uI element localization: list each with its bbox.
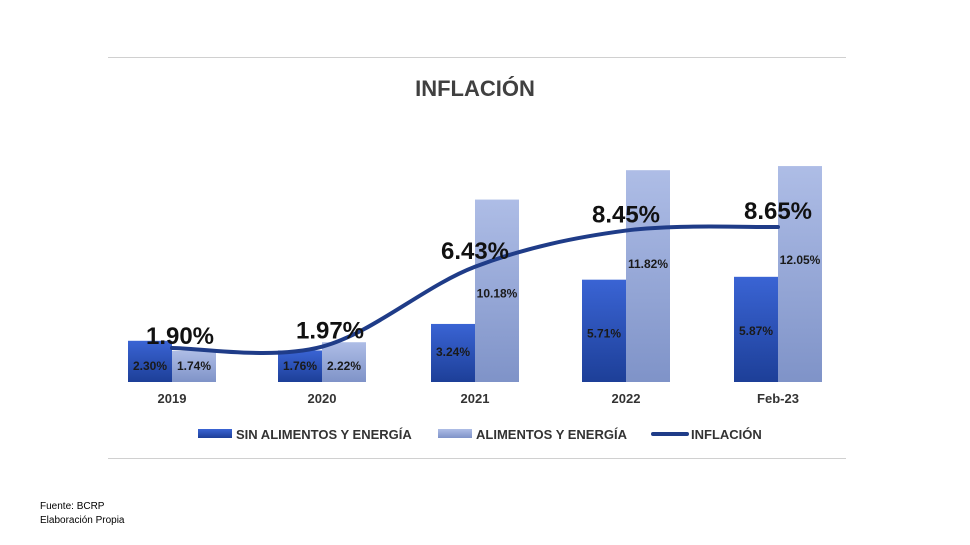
bar-label: 5.71% — [587, 327, 621, 341]
bar-sin-alimentos-Feb-23 — [734, 276, 778, 382]
x-tick-label: 2022 — [612, 391, 641, 406]
bar-label: 1.76% — [283, 359, 317, 373]
bar-label: 11.82% — [628, 257, 668, 271]
bar-sin-alimentos-2020 — [278, 350, 322, 382]
inflacion-label: 1.97% — [296, 318, 364, 345]
x-tick-label: Feb-23 — [757, 391, 799, 406]
inflacion-label: 6.43% — [441, 238, 509, 265]
inflacion-label: 1.90% — [146, 323, 214, 350]
bar-label: 2.22% — [327, 359, 361, 373]
x-tick-label: 2020 — [308, 391, 337, 406]
chart-title: INFLACIÓN — [415, 76, 535, 101]
inflacion-line — [170, 224, 780, 355]
chart-panel: INFLACIÓN 2.30% 1.74% 1.76% 2.22% 3.24% 10.18… — [108, 57, 846, 459]
bar-alimentos-Feb-23 — [778, 166, 822, 382]
bar-sin-alimentos-2021 — [431, 323, 475, 382]
x-tick-label: 2019 — [158, 391, 187, 406]
bar-alimentos-2020 — [322, 342, 366, 382]
legend-label: ALIMENTOS Y ENERGÍA — [476, 427, 628, 442]
legend-label: SIN ALIMENTOS Y ENERGÍA — [236, 427, 412, 442]
bar-label: 3.24% — [436, 345, 470, 359]
bar-label: 2.30% — [133, 359, 167, 373]
x-tick-label: 2021 — [461, 391, 490, 406]
legend-label: INFLACIÓN — [691, 427, 762, 442]
bar-alimentos-2021 — [475, 199, 519, 382]
bar-label: 5.87% — [739, 324, 773, 338]
bar-label: 1.74% — [177, 359, 211, 373]
bar-sin-alimentos-2019 — [128, 340, 172, 382]
legend-swatch — [198, 429, 232, 438]
bar-sin-alimentos-2022 — [582, 279, 626, 382]
bar-alimentos-2019 — [172, 350, 216, 382]
inflation-chart: INFLACIÓN 2.30% 1.74% 1.76% 2.22% 3.24% 10.18… — [128, 76, 822, 442]
credit-note: Elaboración Propia — [40, 515, 125, 526]
bar-alimentos-2022 — [626, 170, 670, 382]
legend-swatch — [438, 429, 472, 438]
bar-label: 12.05% — [780, 253, 821, 267]
bar-label: 10.18% — [477, 287, 518, 301]
source-note: Fuente: BCRP — [40, 501, 105, 512]
inflacion-label: 8.45% — [592, 202, 660, 229]
inflacion-label: 8.65% — [744, 198, 812, 225]
